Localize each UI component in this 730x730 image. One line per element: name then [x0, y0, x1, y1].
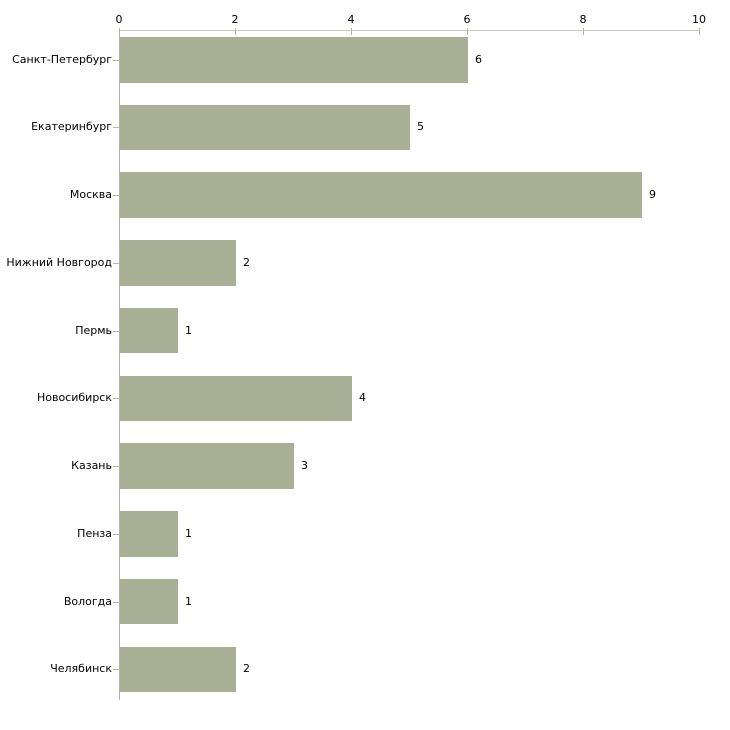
- category-label: Вологда: [63, 594, 112, 608]
- category-label: Нижний Новгород: [6, 255, 112, 269]
- x-tick-label: 10: [692, 13, 706, 26]
- x-tick: [119, 28, 120, 35]
- bar-value-label: 1: [185, 594, 192, 608]
- y-tick: [113, 669, 119, 671]
- bar: [120, 511, 178, 557]
- y-tick: [113, 262, 119, 264]
- bar: [120, 375, 352, 422]
- bar-value-label: 2: [243, 255, 250, 269]
- bar: [120, 104, 410, 151]
- bar: [120, 172, 642, 218]
- x-tick-label: 2: [231, 13, 239, 26]
- category-label: Санкт-Петербург: [12, 52, 112, 66]
- x-tick: [351, 28, 352, 35]
- y-tick: [113, 601, 119, 603]
- x-tick: [235, 28, 236, 35]
- category-label: Казань: [71, 459, 112, 473]
- bar-value-label: 2: [243, 662, 250, 676]
- bar: [120, 37, 468, 83]
- bar-value-label: 5: [417, 120, 424, 134]
- bar: [120, 578, 178, 625]
- x-tick-label: 4: [347, 13, 355, 26]
- x-axis-line: [119, 30, 700, 31]
- x-tick-label: 8: [579, 13, 587, 26]
- category-label: Пенза: [77, 526, 112, 540]
- bar-value-label: 4: [359, 391, 366, 405]
- y-axis-line: [119, 30, 120, 700]
- x-tick-label: 6: [463, 13, 471, 26]
- bar: [120, 443, 294, 489]
- category-label: Челябинск: [50, 662, 112, 676]
- x-tick: [583, 28, 584, 35]
- y-tick: [113, 398, 119, 400]
- bar-value-label: 9: [649, 188, 656, 202]
- x-tick-label: 0: [115, 13, 123, 26]
- category-label: Екатеринбург: [31, 120, 112, 134]
- bar: [120, 307, 178, 354]
- y-tick: [113, 127, 119, 129]
- y-tick: [113, 59, 119, 61]
- bar-value-label: 1: [185, 526, 192, 540]
- x-tick: [699, 28, 700, 35]
- bar-value-label: 3: [301, 459, 308, 473]
- bar-value-label: 1: [185, 323, 192, 337]
- bar: [120, 646, 236, 693]
- category-label: Новосибирск: [36, 391, 112, 405]
- bar: [120, 240, 236, 286]
- category-label: Москва: [69, 188, 112, 202]
- x-tick: [467, 28, 468, 35]
- y-tick: [113, 195, 119, 197]
- bar-value-label: 6: [475, 52, 482, 66]
- y-tick: [113, 330, 119, 332]
- y-tick: [113, 466, 119, 468]
- y-tick: [113, 533, 119, 535]
- category-label: Пермь: [75, 323, 112, 337]
